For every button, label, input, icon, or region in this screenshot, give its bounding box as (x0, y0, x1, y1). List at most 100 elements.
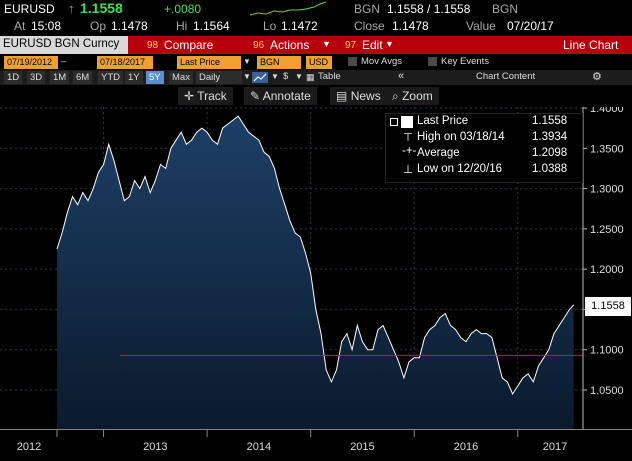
legend-high-value: 1.3934 (532, 131, 568, 143)
annotate-button[interactable]: ✎ Annotate (244, 87, 317, 105)
key-events-checkbox[interactable] (428, 57, 437, 66)
actions-number: 96 (253, 40, 265, 51)
last-price-tag: 1.1558 (585, 297, 631, 316)
price-change: +.0080 (164, 2, 202, 16)
frequency-select[interactable]: Daily (196, 71, 242, 84)
source-select[interactable]: BGN (257, 56, 301, 69)
key-events-label: Key Events (441, 56, 490, 67)
y-tick-label: 1.3000 (590, 184, 624, 196)
edit-number: 97 (345, 40, 357, 51)
y-tick-label: 1.3500 (590, 143, 624, 155)
value-date: 07/20/17 (507, 19, 554, 33)
period-1m[interactable]: 1M (50, 71, 70, 84)
edit-dropdown-icon[interactable]: ▼ (385, 39, 394, 49)
quote-stats: At 15:08 Op 1.1478 Hi 1.1564 Lo 1.1472 C… (0, 18, 632, 36)
ask-source: BGN (492, 2, 519, 16)
zoom-button[interactable]: ⌕ Zoom (386, 87, 439, 105)
average-marker-icon: -+- (402, 145, 417, 157)
y-tick-label: 1.0500 (590, 385, 624, 397)
close-value: 1.1478 (392, 19, 429, 33)
open-label: Op (90, 19, 107, 33)
field-select[interactable]: Last Price (177, 56, 241, 69)
mov-avgs-checkbox[interactable] (348, 57, 357, 66)
y-tick-label: 1.1000 (590, 345, 624, 357)
table-icon[interactable]: ▦ (306, 72, 315, 82)
x-tick-label: 2015 (350, 441, 374, 453)
bid-ask: 1.1558 / 1.1558 (387, 2, 471, 16)
period-max[interactable]: Max (169, 71, 193, 84)
date-separator: – (61, 56, 67, 67)
news-label: News (350, 89, 381, 103)
close-label: Close (354, 19, 385, 33)
y-tick-label: 1.2000 (590, 264, 624, 276)
chart-legend: Last Price 1.1558 ⊤ High on 03/18/14 1.3… (385, 113, 583, 183)
currency-select[interactable]: USD (306, 56, 332, 69)
at-label: At (14, 19, 26, 33)
low-value: 1.1472 (281, 19, 318, 33)
period-3d[interactable]: 3D (27, 71, 46, 84)
legend-collapse-icon[interactable] (390, 118, 398, 126)
currency-dropdown-icon[interactable]: ▼ (295, 72, 303, 81)
legend-average-value: 1.2098 (532, 147, 568, 159)
table-button[interactable]: Table (318, 71, 341, 82)
y-tick-label: 1.2500 (590, 224, 624, 236)
mov-avgs-label: Mov Avgs (361, 56, 403, 67)
low-marker-icon: ⊥ (403, 164, 414, 176)
up-arrow-icon: ↑ (68, 1, 75, 16)
x-tick-label: 2016 (454, 441, 478, 453)
x-tick-label: 2014 (247, 441, 271, 453)
sparkline-icon (250, 1, 326, 16)
value-label: Value (466, 19, 496, 33)
security-field[interactable]: EURUSD BGN Curncy (0, 36, 128, 54)
quote-header: EURUSD ↑ 1.1558 +.0080 BGN 1.1558 / 1.15… (0, 0, 632, 18)
end-date-field[interactable]: 07/18/2017 (97, 56, 153, 69)
tool-bar: ✛ Track ✎ Annotate ▤ News ⌕ Zoom (0, 85, 632, 107)
period-ytd[interactable]: YTD (98, 71, 123, 84)
legend-high-label: High on 03/18/14 (417, 131, 505, 143)
legend-average-label: Average (417, 147, 460, 159)
track-label: Track (197, 89, 227, 103)
period-1d[interactable]: 1D (4, 71, 23, 84)
legend-low-label: Low on 12/20/16 (417, 163, 503, 175)
actions-menu[interactable]: Actions (270, 38, 310, 52)
zoom-label: Zoom (402, 89, 433, 103)
legend-last-price-value: 1.1558 (532, 115, 568, 127)
options-bar: 07/19/2012 – 07/18/2017 Last Price ▼ BGN… (0, 55, 632, 70)
title-bar: EURUSD BGN Curncy 98 Compare 96 Actions … (0, 36, 632, 54)
chart-type-label[interactable]: Line Chart (563, 38, 619, 52)
price-line (56, 115, 575, 396)
low-label: Lo (263, 19, 277, 33)
magnifier-icon: ⌕ (392, 89, 399, 103)
price-chart[interactable]: 1.05001.10001.15001.20001.25001.30001.35… (0, 107, 632, 461)
dollar-icon[interactable]: $ (283, 71, 289, 82)
legend-last-price-label: Last Price (417, 115, 469, 127)
at-value: 15:08 (31, 19, 62, 33)
start-date-field[interactable]: 07/19/2012 (4, 56, 58, 69)
track-button[interactable]: ✛ Track (178, 87, 233, 105)
actions-dropdown-icon[interactable]: ▼ (322, 39, 331, 49)
pencil-icon: ✎ (250, 89, 261, 103)
high-marker-icon: ⊤ (403, 132, 414, 144)
edit-menu[interactable]: Edit (362, 38, 383, 52)
gear-icon[interactable]: ⚙ (592, 71, 602, 83)
frequency-dropdown-icon[interactable]: ▼ (243, 72, 251, 81)
period-5y[interactable]: 5Y (146, 71, 164, 84)
last-price-swatch (401, 116, 413, 128)
line-chart-icon[interactable] (252, 72, 268, 83)
bid-source: BGN (354, 2, 381, 16)
news-button[interactable]: ▤ News (330, 87, 387, 105)
chart-style-dropdown-icon[interactable]: ▼ (271, 72, 279, 81)
x-tick-label: 2012 (17, 441, 41, 453)
compare-button[interactable]: Compare (164, 38, 214, 52)
y-tick-label: 1.4000 (590, 107, 624, 115)
compare-number: 98 (147, 40, 159, 51)
chart-content-label[interactable]: Chart Content (476, 71, 536, 82)
field-dropdown-icon[interactable]: ▼ (243, 57, 251, 66)
period-6m[interactable]: 6M (73, 71, 93, 84)
collapse-icon[interactable]: « (398, 70, 405, 82)
open-value: 1.1478 (111, 19, 148, 33)
period-1y[interactable]: 1Y (125, 71, 143, 84)
ticker-symbol: EURUSD (4, 2, 55, 16)
high-value: 1.1564 (193, 19, 230, 33)
high-label: Hi (176, 19, 188, 33)
